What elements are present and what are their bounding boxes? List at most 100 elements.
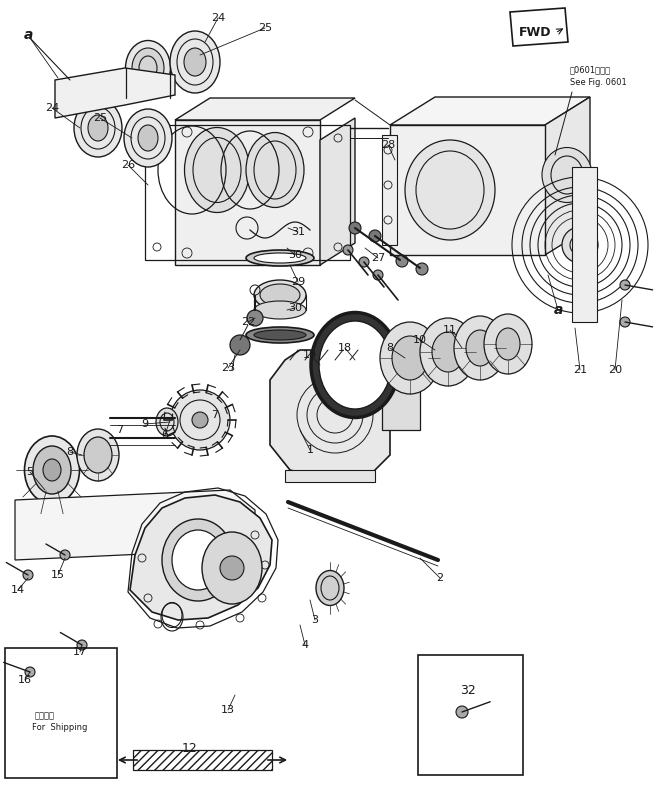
Text: 19: 19	[303, 350, 317, 360]
Text: 14: 14	[11, 585, 25, 595]
Ellipse shape	[185, 128, 250, 213]
Text: 7: 7	[117, 425, 124, 435]
Circle shape	[25, 667, 35, 677]
Ellipse shape	[392, 336, 428, 380]
Text: 2: 2	[436, 573, 444, 583]
Text: a: a	[23, 28, 32, 42]
Ellipse shape	[260, 284, 300, 306]
Ellipse shape	[311, 312, 399, 418]
Ellipse shape	[432, 332, 464, 372]
Text: 23: 23	[221, 363, 235, 373]
Ellipse shape	[246, 327, 314, 343]
Circle shape	[373, 270, 383, 280]
Circle shape	[220, 556, 244, 580]
Polygon shape	[510, 8, 568, 46]
Circle shape	[359, 257, 369, 267]
Ellipse shape	[405, 140, 495, 240]
Text: 4: 4	[301, 640, 308, 650]
Bar	[382, 135, 397, 245]
Ellipse shape	[74, 99, 122, 157]
Polygon shape	[55, 68, 175, 118]
Text: 16: 16	[18, 675, 32, 685]
Ellipse shape	[254, 330, 306, 340]
Ellipse shape	[138, 125, 158, 151]
Ellipse shape	[466, 330, 494, 366]
Text: 7: 7	[211, 410, 218, 420]
Text: 阄0601图参图: 阄0601图参图	[570, 65, 611, 74]
Text: See Fig. 0601: See Fig. 0601	[570, 78, 627, 87]
Polygon shape	[320, 118, 355, 265]
Ellipse shape	[254, 253, 306, 263]
Bar	[572, 167, 597, 322]
Ellipse shape	[484, 314, 532, 374]
Text: 24: 24	[45, 103, 59, 113]
Ellipse shape	[33, 446, 71, 494]
Polygon shape	[390, 97, 590, 125]
Bar	[5, 648, 117, 778]
Text: 22: 22	[241, 317, 255, 327]
Ellipse shape	[24, 436, 79, 504]
Text: 18: 18	[338, 343, 352, 353]
Ellipse shape	[172, 530, 224, 590]
Ellipse shape	[254, 280, 306, 310]
Circle shape	[349, 222, 361, 234]
Ellipse shape	[254, 301, 306, 319]
Text: 32: 32	[460, 683, 476, 697]
Ellipse shape	[202, 532, 262, 604]
Text: 24: 24	[211, 13, 225, 23]
Circle shape	[23, 570, 33, 580]
Ellipse shape	[184, 48, 206, 76]
Text: 26: 26	[121, 160, 135, 170]
Circle shape	[192, 412, 208, 428]
Text: 6: 6	[162, 430, 169, 440]
Ellipse shape	[316, 570, 344, 606]
Text: 30: 30	[288, 303, 302, 313]
Circle shape	[620, 317, 630, 327]
Polygon shape	[130, 495, 272, 620]
Text: 11: 11	[443, 325, 457, 335]
Ellipse shape	[246, 133, 304, 208]
Circle shape	[396, 255, 408, 267]
Text: 13: 13	[221, 705, 235, 715]
Circle shape	[456, 706, 468, 718]
Text: 8: 8	[66, 447, 73, 457]
Text: 20: 20	[608, 365, 622, 375]
Text: FWD: FWD	[519, 26, 551, 38]
Text: 29: 29	[291, 277, 305, 287]
Text: 10: 10	[413, 335, 427, 345]
Text: a: a	[553, 303, 563, 317]
Text: 15: 15	[51, 570, 65, 580]
Ellipse shape	[126, 41, 171, 96]
Ellipse shape	[124, 109, 172, 167]
Text: 27: 27	[371, 253, 385, 263]
Ellipse shape	[88, 115, 108, 141]
Text: For  Shipping: For Shipping	[32, 723, 87, 732]
Circle shape	[77, 640, 87, 650]
Ellipse shape	[84, 437, 112, 473]
Ellipse shape	[162, 519, 234, 601]
Bar	[418, 655, 523, 775]
Text: 30: 30	[288, 250, 302, 260]
Bar	[390, 125, 545, 255]
Polygon shape	[175, 98, 355, 120]
Bar	[145, 125, 350, 260]
Text: 21: 21	[573, 365, 587, 375]
Circle shape	[620, 280, 630, 290]
Ellipse shape	[43, 459, 61, 481]
Ellipse shape	[420, 318, 476, 386]
Polygon shape	[15, 490, 255, 560]
Ellipse shape	[542, 148, 592, 202]
Circle shape	[562, 227, 598, 263]
Circle shape	[416, 263, 428, 275]
Circle shape	[170, 390, 230, 450]
Ellipse shape	[246, 250, 314, 266]
Bar	[382, 388, 420, 430]
Ellipse shape	[319, 321, 391, 409]
Polygon shape	[545, 97, 590, 255]
Circle shape	[369, 230, 381, 242]
Text: 5: 5	[26, 467, 34, 477]
Ellipse shape	[77, 429, 119, 481]
Text: 28: 28	[381, 140, 395, 150]
Ellipse shape	[132, 48, 164, 88]
Text: 9: 9	[142, 419, 148, 429]
